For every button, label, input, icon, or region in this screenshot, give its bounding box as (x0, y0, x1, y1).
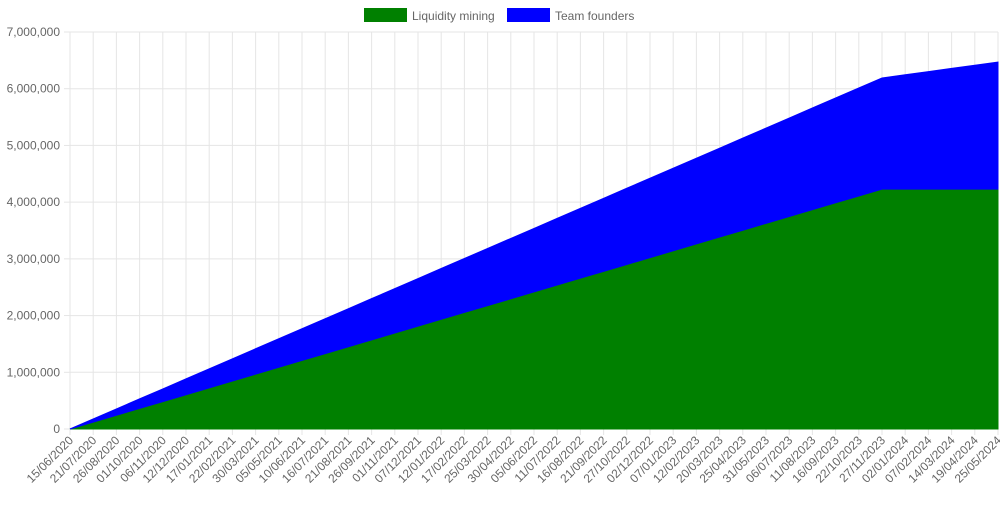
y-tick-label: 4,000,000 (7, 195, 61, 209)
y-tick-label: 1,000,000 (7, 365, 61, 379)
y-tick-label: 3,000,000 (7, 252, 61, 266)
legend-label[interactable]: Liquidity mining (412, 9, 495, 23)
y-tick-label: 6,000,000 (7, 82, 61, 96)
legend-swatch[interactable] (364, 8, 407, 22)
y-tick-label: 7,000,000 (7, 25, 61, 39)
y-tick-label: 2,000,000 (7, 309, 61, 323)
legend-label[interactable]: Team founders (555, 9, 634, 23)
y-tick-label: 5,000,000 (7, 138, 61, 152)
legend-swatch[interactable] (507, 8, 550, 22)
area (69, 61, 999, 430)
y-tick-label: 0 (53, 422, 60, 436)
